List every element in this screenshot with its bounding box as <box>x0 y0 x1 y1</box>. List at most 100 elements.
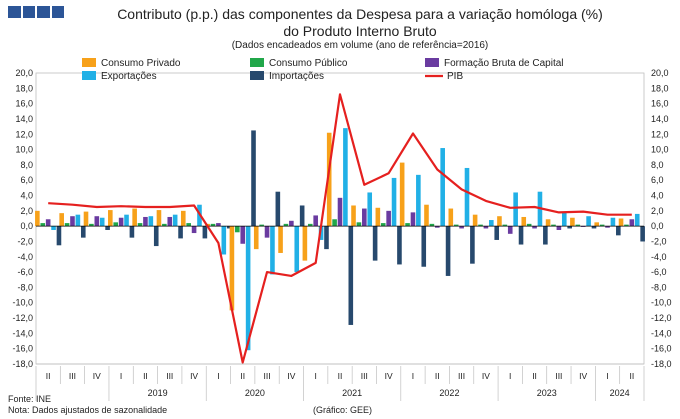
bar-consumo-privado <box>35 210 40 227</box>
bar-forma-o-bruta-de-capital <box>507 226 513 234</box>
y-tick-label-right: 0,0 <box>651 221 664 231</box>
bar-forma-o-bruta-de-capital <box>605 226 610 228</box>
bar-consumo-p-blico <box>599 224 605 227</box>
bar-forma-o-bruta-de-capital <box>118 217 124 227</box>
bar-exporta-es <box>270 226 275 275</box>
bar-exporta-es <box>294 226 300 273</box>
bar-forma-o-bruta-de-capital <box>483 226 489 229</box>
bar-importa-es <box>105 226 110 230</box>
x-tick-label: II <box>629 371 634 381</box>
x-tick-label: III <box>458 371 465 381</box>
bar-importa-es <box>397 226 402 265</box>
bar-consumo-privado <box>59 213 64 227</box>
bar-consumo-p-blico <box>162 223 167 227</box>
bar-forma-o-bruta-de-capital <box>459 226 464 229</box>
y-tick-label-right: -10,0 <box>651 298 672 308</box>
y-tick-label-right: 14,0 <box>651 114 669 124</box>
y-tick-label-right: -14,0 <box>651 328 672 338</box>
y-tick-label-left: -16,0 <box>12 344 33 354</box>
bar-exporta-es <box>489 220 494 227</box>
y-tick-label-left: -8,0 <box>17 282 33 292</box>
chart-title: Contributo (p.p.) das componentes da Des… <box>60 6 660 40</box>
bar-exporta-es <box>367 192 373 227</box>
bar-importa-es <box>518 226 524 245</box>
y-tick-label-right: 18,0 <box>651 83 669 93</box>
y-tick-label-right: -6,0 <box>651 267 667 277</box>
chart-title-line1: Contributo (p.p.) das componentes da Des… <box>117 6 603 22</box>
y-tick-label-right: 12,0 <box>651 129 669 139</box>
footer-note: Nota: Dados ajustados de sazonalidade <box>8 405 168 415</box>
y-tick-label-left: 10,0 <box>15 145 33 155</box>
y-tick-label-left: 14,0 <box>15 114 33 124</box>
bar-importa-es <box>299 205 305 227</box>
year-label: 2024 <box>610 388 630 398</box>
bar-exporta-es <box>513 192 518 227</box>
x-tick-label: II <box>143 371 148 381</box>
bar-exporta-es <box>221 226 227 255</box>
legend-swatch-importa-es <box>250 71 264 80</box>
bar-exporta-es <box>148 216 154 227</box>
legend-label-exporta-es: Exportações <box>101 71 157 82</box>
bar-consumo-p-blico <box>137 223 143 227</box>
bar-consumo-p-blico <box>526 223 532 227</box>
x-tick-label: IV <box>385 371 393 381</box>
y-tick-label-left: 0,0 <box>20 221 33 231</box>
x-tick-label: II <box>240 371 245 381</box>
year-label: 2022 <box>439 388 459 398</box>
bar-consumo-p-blico <box>478 224 483 227</box>
x-tick-label: II <box>46 371 51 381</box>
bar-forma-o-bruta-de-capital <box>337 197 343 227</box>
bar-consumo-privado <box>570 217 575 227</box>
x-tick-label: I <box>314 371 316 381</box>
y-tick-label-right: 8,0 <box>651 160 664 170</box>
legend-label-importa-es: Importações <box>269 71 324 82</box>
y-tick-label-left: 16,0 <box>15 99 33 109</box>
bar-exporta-es <box>610 217 616 227</box>
chart-title-line2: do Produto Interno Bruto <box>283 23 437 39</box>
year-label: 2021 <box>342 388 362 398</box>
bar-exporta-es <box>416 174 421 227</box>
bar-importa-es <box>372 226 378 261</box>
bar-consumo-p-blico <box>283 223 289 227</box>
bar-consumo-p-blico <box>624 224 629 227</box>
x-tick-label: I <box>120 371 122 381</box>
x-tick-label: III <box>555 371 562 381</box>
bar-consumo-privado <box>253 226 259 250</box>
bar-consumo-privado <box>594 222 600 227</box>
bar-consumo-privado <box>618 218 624 227</box>
bar-importa-es <box>56 226 62 246</box>
legend-swatch-consumo-privado <box>82 58 96 67</box>
bar-forma-o-bruta-de-capital <box>216 223 221 227</box>
x-tick-label: III <box>166 371 173 381</box>
bar-consumo-privado <box>448 208 454 227</box>
bar-forma-o-bruta-de-capital <box>240 226 246 244</box>
x-tick-label: IV <box>93 371 101 381</box>
x-tick-label: II <box>435 371 440 381</box>
bar-importa-es <box>494 226 500 240</box>
bar-forma-o-bruta-de-capital <box>410 212 416 227</box>
legend-label-consumo-p-blico: Consumo Público <box>269 58 348 69</box>
bar-forma-o-bruta-de-capital <box>629 219 635 227</box>
bar-forma-o-bruta-de-capital <box>362 208 367 227</box>
bar-consumo-privado <box>375 207 381 227</box>
bar-exporta-es <box>343 128 348 227</box>
bar-consumo-privado <box>229 226 235 311</box>
bar-consumo-p-blico <box>551 224 556 227</box>
y-tick-label-right: 16,0 <box>651 99 669 109</box>
y-tick-label-right: -2,0 <box>651 236 667 246</box>
bar-consumo-privado <box>278 226 283 253</box>
bar-consumo-privado <box>132 208 137 227</box>
bar-consumo-p-blico <box>332 219 337 227</box>
bar-forma-o-bruta-de-capital <box>556 226 562 230</box>
bar-importa-es <box>129 226 135 238</box>
bar-forma-o-bruta-de-capital <box>143 216 148 227</box>
bar-consumo-p-blico <box>453 224 459 227</box>
bar-exporta-es <box>586 216 591 227</box>
bar-consumo-privado <box>302 226 308 261</box>
bar-consumo-privado <box>424 204 429 227</box>
legend-swatch-forma-o-bruta-de-capital <box>425 58 439 67</box>
x-tick-label: IV <box>579 371 587 381</box>
legend-label-pib: PIB <box>447 71 463 82</box>
legend-label-consumo-privado: Consumo Privado <box>101 58 181 69</box>
bar-consumo-p-blico <box>186 223 191 227</box>
